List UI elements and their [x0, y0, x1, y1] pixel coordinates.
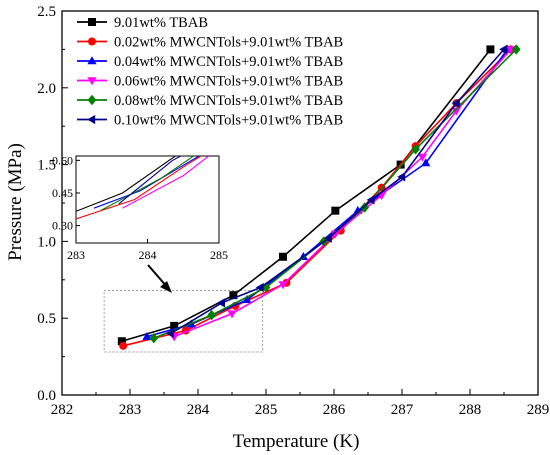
- inset-series-line: [93, 156, 200, 209]
- series-layer: [117, 44, 521, 350]
- data-point: [170, 321, 179, 330]
- data-point: [207, 309, 216, 321]
- data-point: [451, 107, 461, 116]
- legend-label: 0.06wt% MWCNTols+9.01wt% TBAB: [114, 74, 343, 90]
- data-point: [142, 331, 152, 340]
- series-line: [170, 48, 505, 335]
- series-4: [169, 46, 516, 342]
- inset-x-tick-label: 285: [210, 248, 228, 262]
- y-tick-label: 1.0: [37, 234, 56, 250]
- y-tick-label: 2.0: [37, 81, 56, 97]
- x-tick-label: 282: [51, 402, 74, 418]
- data-point: [279, 252, 287, 261]
- data-point: [166, 328, 174, 339]
- x-tick-label: 283: [119, 402, 142, 418]
- inset-series-line: [76, 156, 177, 212]
- data-point: [417, 153, 427, 162]
- data-point: [149, 332, 159, 344]
- data-point: [499, 44, 508, 54]
- legend-label: 0.04wt% MWCNTols+9.01wt% TBAB: [114, 54, 343, 70]
- inset-series-line: [76, 156, 203, 220]
- legend-entry: 0.08wt% MWCNTols+9.01wt% TBAB: [77, 93, 343, 109]
- data-point: [119, 341, 128, 350]
- data-point: [411, 144, 420, 155]
- y-axis-label: Pressure (MPa): [5, 143, 26, 261]
- data-point: [217, 298, 225, 308]
- data-point: [330, 230, 340, 239]
- inset-y-tick-label: 0.60: [52, 153, 73, 167]
- legend-entry: 0.04wt% MWCNTols+9.01wt% TBAB: [77, 54, 343, 70]
- legend-marker: [87, 56, 97, 65]
- y-tick-label: 2.5: [37, 4, 56, 20]
- inset-x-tick-label: 284: [139, 248, 157, 262]
- inset-plot: 283 284 285 0.30 0.45 0.60: [52, 153, 228, 262]
- x-tick-label: 289: [527, 402, 550, 418]
- series-6: [166, 44, 508, 339]
- legend-entry: 0.06wt% MWCNTols+9.01wt% TBAB: [77, 74, 343, 90]
- legend-marker: [87, 77, 97, 86]
- series-line: [173, 48, 512, 338]
- data-point: [278, 281, 288, 290]
- data-point: [421, 158, 431, 167]
- legend-label: 9.01wt% TBAB: [114, 15, 208, 31]
- dashed-zoom-box-layer: [103, 264, 264, 353]
- data-point: [255, 282, 264, 293]
- x-tick-label: 288: [459, 402, 482, 418]
- inset-frame: [75, 155, 220, 244]
- x-tick-label: 284: [187, 402, 210, 418]
- legend-marker: [87, 94, 97, 106]
- legend-entry: 0.10wt% MWCNTols+9.01wt% TBAB: [77, 113, 343, 129]
- inset-y-tick-label: 0.45: [52, 186, 73, 200]
- legend-label: 0.10wt% MWCNTols+9.01wt% TBAB: [114, 113, 343, 129]
- data-point: [323, 233, 332, 243]
- data-point: [242, 294, 252, 303]
- legend-label: 0.08wt% MWCNTols+9.01wt% TBAB: [114, 93, 343, 109]
- data-point: [366, 195, 375, 205]
- axes: 282 283 284 285 286 287 288 289 0.0 0.5 1.0 1.5 2.0 2…: [37, 4, 549, 418]
- legend: 9.01wt% TBAB 0.02wt% MWCNTols+9.01wt% TBA…: [77, 15, 343, 129]
- data-point: [117, 337, 126, 346]
- legend-marker: [88, 18, 96, 26]
- data-point: [331, 206, 340, 215]
- data-point: [451, 98, 460, 108]
- data-point: [227, 310, 237, 319]
- inset-series: [76, 156, 210, 220]
- inset-series-line: [100, 156, 195, 211]
- inset-series-line: [118, 156, 182, 205]
- data-point: [511, 44, 521, 55]
- y-tick-label: 1.5: [37, 158, 56, 174]
- y-tick-label: 0.5: [37, 311, 56, 327]
- y-tick-label: 0.0: [37, 388, 56, 404]
- x-tick-label: 285: [255, 402, 278, 418]
- zoom-region-box: [103, 290, 264, 353]
- data-point: [486, 45, 495, 54]
- x-tick-label: 286: [323, 402, 346, 418]
- x-tick-label: 287: [391, 402, 414, 418]
- zoom-arrow-head: [160, 281, 172, 293]
- data-point: [229, 291, 238, 300]
- data-point: [261, 282, 271, 293]
- legend-entry: 0.02wt% MWCNTols+9.01wt% TBAB: [77, 35, 343, 51]
- inset-series-line: [122, 156, 210, 209]
- inset-x-tick-label: 283: [67, 248, 85, 262]
- legend-entry: 9.01wt% TBAB: [77, 15, 208, 31]
- data-point: [397, 172, 406, 182]
- legend-marker: [87, 114, 96, 125]
- inset-y-tick-label: 0.30: [52, 219, 73, 233]
- x-axis-label: Temperature (K): [233, 431, 360, 452]
- legend-marker: [88, 37, 96, 46]
- legend-label: 0.02wt% MWCNTols+9.01wt% TBAB: [114, 35, 343, 51]
